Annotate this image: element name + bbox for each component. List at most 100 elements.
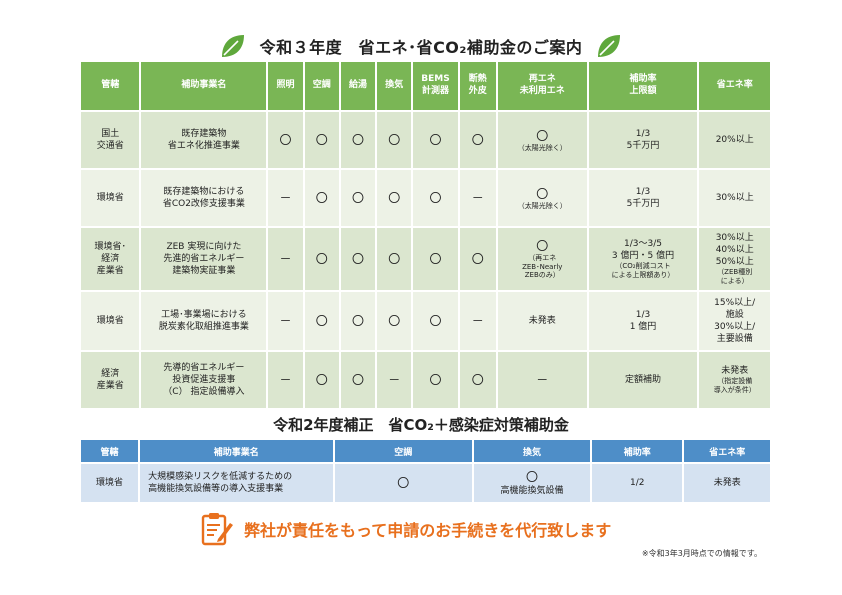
- header-agency: 管轄: [81, 62, 140, 110]
- saving-cell: 30%以上: [699, 170, 770, 226]
- rate-cell: 1/3 5千万円: [588, 170, 698, 226]
- rate-value: 1/3 5千万円: [626, 128, 660, 151]
- mark: 〇: [429, 372, 442, 387]
- mark-cell: 〇: [413, 292, 458, 350]
- mark-cell: 〇: [459, 228, 496, 290]
- header-program: 補助事業名: [141, 62, 267, 110]
- program-cell: 既存建築物 省エネ化推進事業: [141, 112, 267, 168]
- footnote: ※令和3年3月時点での情報です。: [641, 549, 762, 558]
- renewable-note: （太陽光除く）: [517, 201, 567, 210]
- mark-cell: －: [459, 292, 496, 350]
- agency-cell: 国土 交通省: [81, 112, 140, 168]
- table-header-row: 管轄 補助事業名 照明 空調 給湯 換気 BEMS 計測器 断熱 外皮 再エネ 未利用…: [81, 62, 770, 110]
- table-header-row: 管轄 補助事業名 空調 換気 補助率 省エネ率: [81, 440, 770, 462]
- mark: －: [471, 313, 484, 328]
- header-renewable: 再エネ 未利用エネ: [497, 62, 587, 110]
- agency-cell: 環境省: [81, 464, 139, 502]
- agency-cell: 環境省: [81, 292, 140, 350]
- sub-title: 令和2年度補正 省CO₂＋感染症対策補助金: [273, 416, 569, 434]
- mark-cell: －: [268, 170, 303, 226]
- mark-cell: 〇: [413, 112, 458, 168]
- mark-cell: 〇: [340, 352, 376, 408]
- mark-cell: 〇: [377, 112, 412, 168]
- ventilation-cell: 〇 高機能換気設備: [474, 464, 590, 502]
- renewable-value: 未発表: [528, 315, 556, 326]
- table-row: 環境省･ 経済 産業省 ZEB 実現に向けた 先進的省エネルギー 建築物実証事業－〇〇〇〇…: [81, 228, 770, 290]
- mark-cell: －: [268, 292, 303, 350]
- program-cell: 大規模感染リスクを低減するための 高機能換気設備等の導入支援事業: [140, 464, 333, 502]
- mark: －: [279, 313, 292, 328]
- saving-value: 30%以上 40%以上 50%以上: [715, 233, 754, 268]
- mark-cell: 〇: [413, 228, 458, 290]
- table-row: 経済 産業省 先導的省エネルギー 投資促進支援事 （C） 指定設備導入 － 〇 〇 － 〇 〇 － 定額…: [81, 352, 770, 408]
- mark: －: [279, 372, 292, 387]
- program-cell: 工場･事業場における 脱炭素化取組推進事業: [141, 292, 267, 350]
- mark: 〇: [388, 313, 401, 328]
- mark-cell: －: [459, 170, 496, 226]
- clipboard-pen-icon: [200, 511, 234, 547]
- saving-note: （指定設備 導入が条件）: [713, 377, 756, 395]
- header-aircon: 空調: [304, 62, 339, 110]
- header-saving: 省エネ率: [684, 440, 770, 462]
- header-lighting: 照明: [268, 62, 303, 110]
- renewable-value: 〇: [536, 238, 549, 253]
- rate-value: 定額補助: [624, 374, 661, 385]
- subsidy-table-2020-supplementary: 管轄 補助事業名 空調 換気 補助率 省エネ率 環境省 大規模感染リスクを低減す…: [79, 438, 772, 504]
- mark: 〇: [315, 372, 328, 387]
- saving-cell: 20%以上: [699, 112, 770, 168]
- saving-value: 15%以上/施設 30%以上/主要設備: [714, 297, 756, 345]
- table-row: 国土 交通省 既存建築物 省エネ化推進事業〇〇〇〇〇〇〇（太陽光除く） 1/3 5千万円 2…: [81, 112, 770, 168]
- renewable-note: （再エネ ZEB･Nearly ZEBのみ）: [522, 253, 563, 280]
- header-ventilation: 換気: [377, 62, 412, 110]
- mark: －: [279, 251, 292, 266]
- mark: －: [471, 190, 484, 205]
- mark-cell: 〇: [304, 352, 339, 408]
- leaf-icon: [594, 31, 624, 61]
- header-aircon: 空調: [334, 440, 473, 462]
- mark: 〇: [471, 251, 484, 266]
- renewable-note: （太陽光除く）: [517, 143, 567, 152]
- table-row: 環境省 大規模感染リスクを低減するための 高機能換気設備等の導入支援事業 〇 〇 …: [81, 464, 770, 502]
- mark: 〇: [471, 132, 484, 147]
- header-program: 補助事業名: [140, 440, 333, 462]
- mark: －: [388, 372, 401, 387]
- mark-cell: 〇: [340, 292, 376, 350]
- mark: 〇: [388, 251, 401, 266]
- rate-cell: 1/3 1 億円: [588, 292, 698, 350]
- mark-cell: －: [377, 352, 412, 408]
- rate-value: 1/3 1 億円: [629, 309, 657, 332]
- mark: 〇: [351, 313, 364, 328]
- mark-cell: 〇: [377, 228, 412, 290]
- mark-cell: 〇: [340, 112, 376, 168]
- header-rate: 補助率: [591, 440, 683, 462]
- mark-cell: －: [268, 228, 303, 290]
- mark: 〇: [351, 372, 364, 387]
- mark: 〇: [388, 132, 401, 147]
- saving-cell: 15%以上/施設 30%以上/主要設備: [699, 292, 770, 350]
- mark: 〇: [429, 313, 442, 328]
- promo-banner: 弊社が責任をもって申請のお手続きを代行致します: [200, 509, 611, 549]
- mark: 〇: [525, 469, 538, 484]
- table-row: 環境省 既存建築物における 省CO2改修支援事業－〇〇〇〇－〇（太陽光除く） 1/3 5…: [81, 170, 770, 226]
- rate-cell: 1/3～3/5 3 億円・5 億円 （CO₂削減コスト による上限額あり）: [588, 228, 698, 290]
- mark: 〇: [429, 132, 442, 147]
- mark-cell: 〇: [268, 112, 303, 168]
- header-hotwater: 給湯: [340, 62, 376, 110]
- saving-value: 未発表: [721, 366, 749, 377]
- program-cell: ZEB 実現に向けた 先進的省エネルギー 建築物実証事業: [141, 228, 267, 290]
- mark: －: [279, 190, 292, 205]
- mark: 〇: [351, 132, 364, 147]
- saving-value: 30%以上: [715, 192, 754, 203]
- mark-cell: 〇: [340, 228, 376, 290]
- agency-cell: 環境省: [81, 170, 140, 226]
- mark-cell: 〇: [377, 170, 412, 226]
- header-agency: 管轄: [81, 440, 139, 462]
- mark-cell: 〇: [459, 352, 496, 408]
- saving-value: 20%以上: [715, 134, 754, 145]
- main-title: 令和３年度 省エネ･省CO₂補助金のご案内: [259, 38, 583, 57]
- mark: 〇: [279, 132, 292, 147]
- renewable-cell: －: [497, 352, 587, 408]
- header-rate: 補助率 上限額: [588, 62, 698, 110]
- mark-cell: 〇: [459, 112, 496, 168]
- renewable-cell: 〇（再エネ ZEB･Nearly ZEBのみ）: [497, 228, 587, 290]
